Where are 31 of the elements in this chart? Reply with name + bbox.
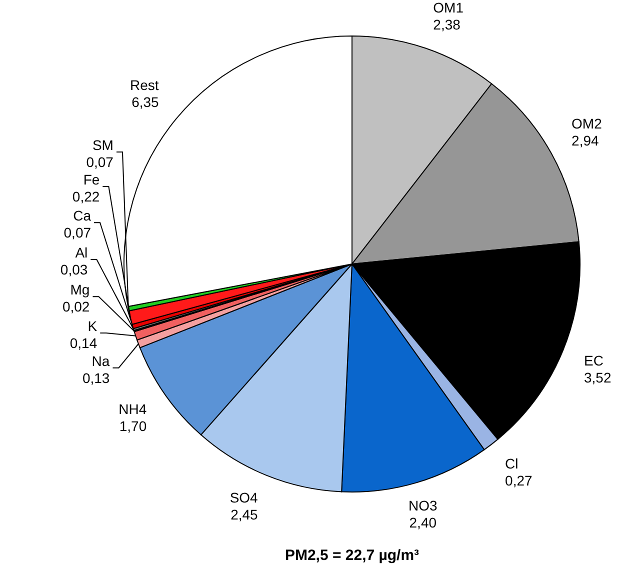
data-label: 2,94 [572, 132, 599, 149]
text: PM2,5 = 22,7 µg/m³ [284, 547, 420, 564]
slice-label: Fe [83, 172, 100, 188]
slice-label: Rest [130, 77, 159, 94]
data-label: 3,52 [584, 369, 612, 386]
data-label: 2,45 [230, 506, 258, 522]
data-label: 0,22 [72, 188, 100, 205]
slice-label: Mg [70, 282, 90, 298]
data-label: 0,03 [60, 262, 88, 278]
slice-label: NO3 [408, 498, 438, 514]
slice-label: NH4 [118, 400, 147, 417]
slice-label: K [88, 318, 98, 334]
data-label: 0,07 [64, 224, 92, 241]
data-label: 2,40 [409, 514, 437, 531]
data-label: 1,70 [119, 418, 147, 434]
slice-label: OM2 [572, 116, 602, 132]
data-label: 0,27 [505, 472, 532, 489]
slice-label: EC [584, 352, 604, 368]
slice-label: SM [92, 137, 114, 154]
slice-label: Cl [505, 456, 518, 472]
data-label: 0,07 [86, 154, 114, 170]
slice-label: SO4 [230, 489, 258, 506]
data-label: 2,38 [433, 16, 461, 33]
slice-label: Ca [73, 208, 92, 224]
slice-label: Al [75, 244, 88, 261]
data-label: 0,02 [62, 298, 90, 315]
data-label: 0,14 [70, 334, 98, 351]
data-label: 6,35 [132, 94, 160, 110]
slice-label: OM1 [433, 0, 464, 16]
data-label: 0,13 [82, 370, 110, 386]
slice-label: Na [92, 352, 110, 369]
